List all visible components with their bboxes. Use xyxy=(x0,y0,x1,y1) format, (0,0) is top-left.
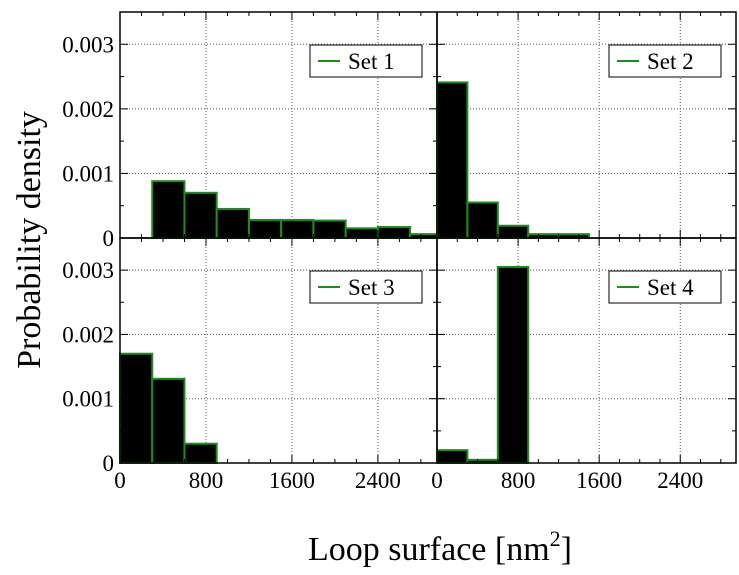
histogram-bar xyxy=(466,201,499,240)
histogram-bar xyxy=(436,449,469,464)
legend-label: Set 3 xyxy=(348,275,395,300)
legend-label: Set 4 xyxy=(647,275,694,300)
panel-2: Set 2 xyxy=(436,11,737,240)
histogram-bar xyxy=(151,180,186,239)
histogram-bar xyxy=(247,218,283,239)
y-tick-label: 0.003 xyxy=(62,258,114,283)
legend: Set 4 xyxy=(608,270,722,304)
panel-4: 0 800 1600 2400 Set 4 xyxy=(431,237,737,493)
x-tick-label: 0 xyxy=(431,468,443,493)
histogram-bar xyxy=(183,442,218,465)
panel-1: 0 0.001 0.002 0.003 Set 1 xyxy=(62,11,444,251)
y-tick-label: 0 xyxy=(103,451,115,476)
x-tick-label: 800 xyxy=(501,468,536,493)
x-tick-label: 1600 xyxy=(576,468,622,493)
histogram-bar xyxy=(312,219,347,240)
legend-label: Set 2 xyxy=(647,49,694,74)
y-tick-label: 0.002 xyxy=(62,322,114,347)
x-axis-label-close: ] xyxy=(561,531,572,568)
y-tick-label: 0.001 xyxy=(62,387,114,412)
x-axis-label: Loop surface [nm2] xyxy=(308,526,572,568)
y-axis-label: Probability density xyxy=(11,111,48,369)
x-tick-label: 2400 xyxy=(355,468,401,493)
histogram-bar xyxy=(344,227,379,239)
histogram-bar xyxy=(215,207,250,239)
histogram-bar xyxy=(496,265,530,464)
x-tick-label: 1600 xyxy=(269,468,315,493)
histogram-bar xyxy=(183,191,218,240)
histogram-bar xyxy=(119,352,154,465)
y-tick-label: 0 xyxy=(103,226,115,251)
y-tick-label: 0.001 xyxy=(62,161,114,186)
legend-label: Set 1 xyxy=(348,49,395,74)
panel-frame xyxy=(436,237,737,464)
x-axis-label-superscript: 2 xyxy=(550,526,561,551)
legend: Set 3 xyxy=(309,270,423,304)
histogram-bar xyxy=(151,377,186,464)
x-tick-label: 800 xyxy=(189,468,224,493)
y-tick-label: 0.003 xyxy=(62,32,114,57)
panel-3: 0 0.001 0.002 0.003 0 800 1600 2400 Set 3 xyxy=(62,237,438,493)
histogram-bar xyxy=(280,218,315,239)
legend: Set 1 xyxy=(309,44,423,78)
histogram-bar xyxy=(436,81,469,239)
y-tick-label: 0.002 xyxy=(62,97,114,122)
x-tick-label: 2400 xyxy=(657,468,703,493)
histogram-bar xyxy=(376,226,412,239)
x-axis-label-main: Loop surface [nm xyxy=(308,531,550,568)
x-tick-label: 0 xyxy=(114,468,126,493)
histogram-bar xyxy=(496,224,530,240)
legend: Set 2 xyxy=(608,44,722,78)
